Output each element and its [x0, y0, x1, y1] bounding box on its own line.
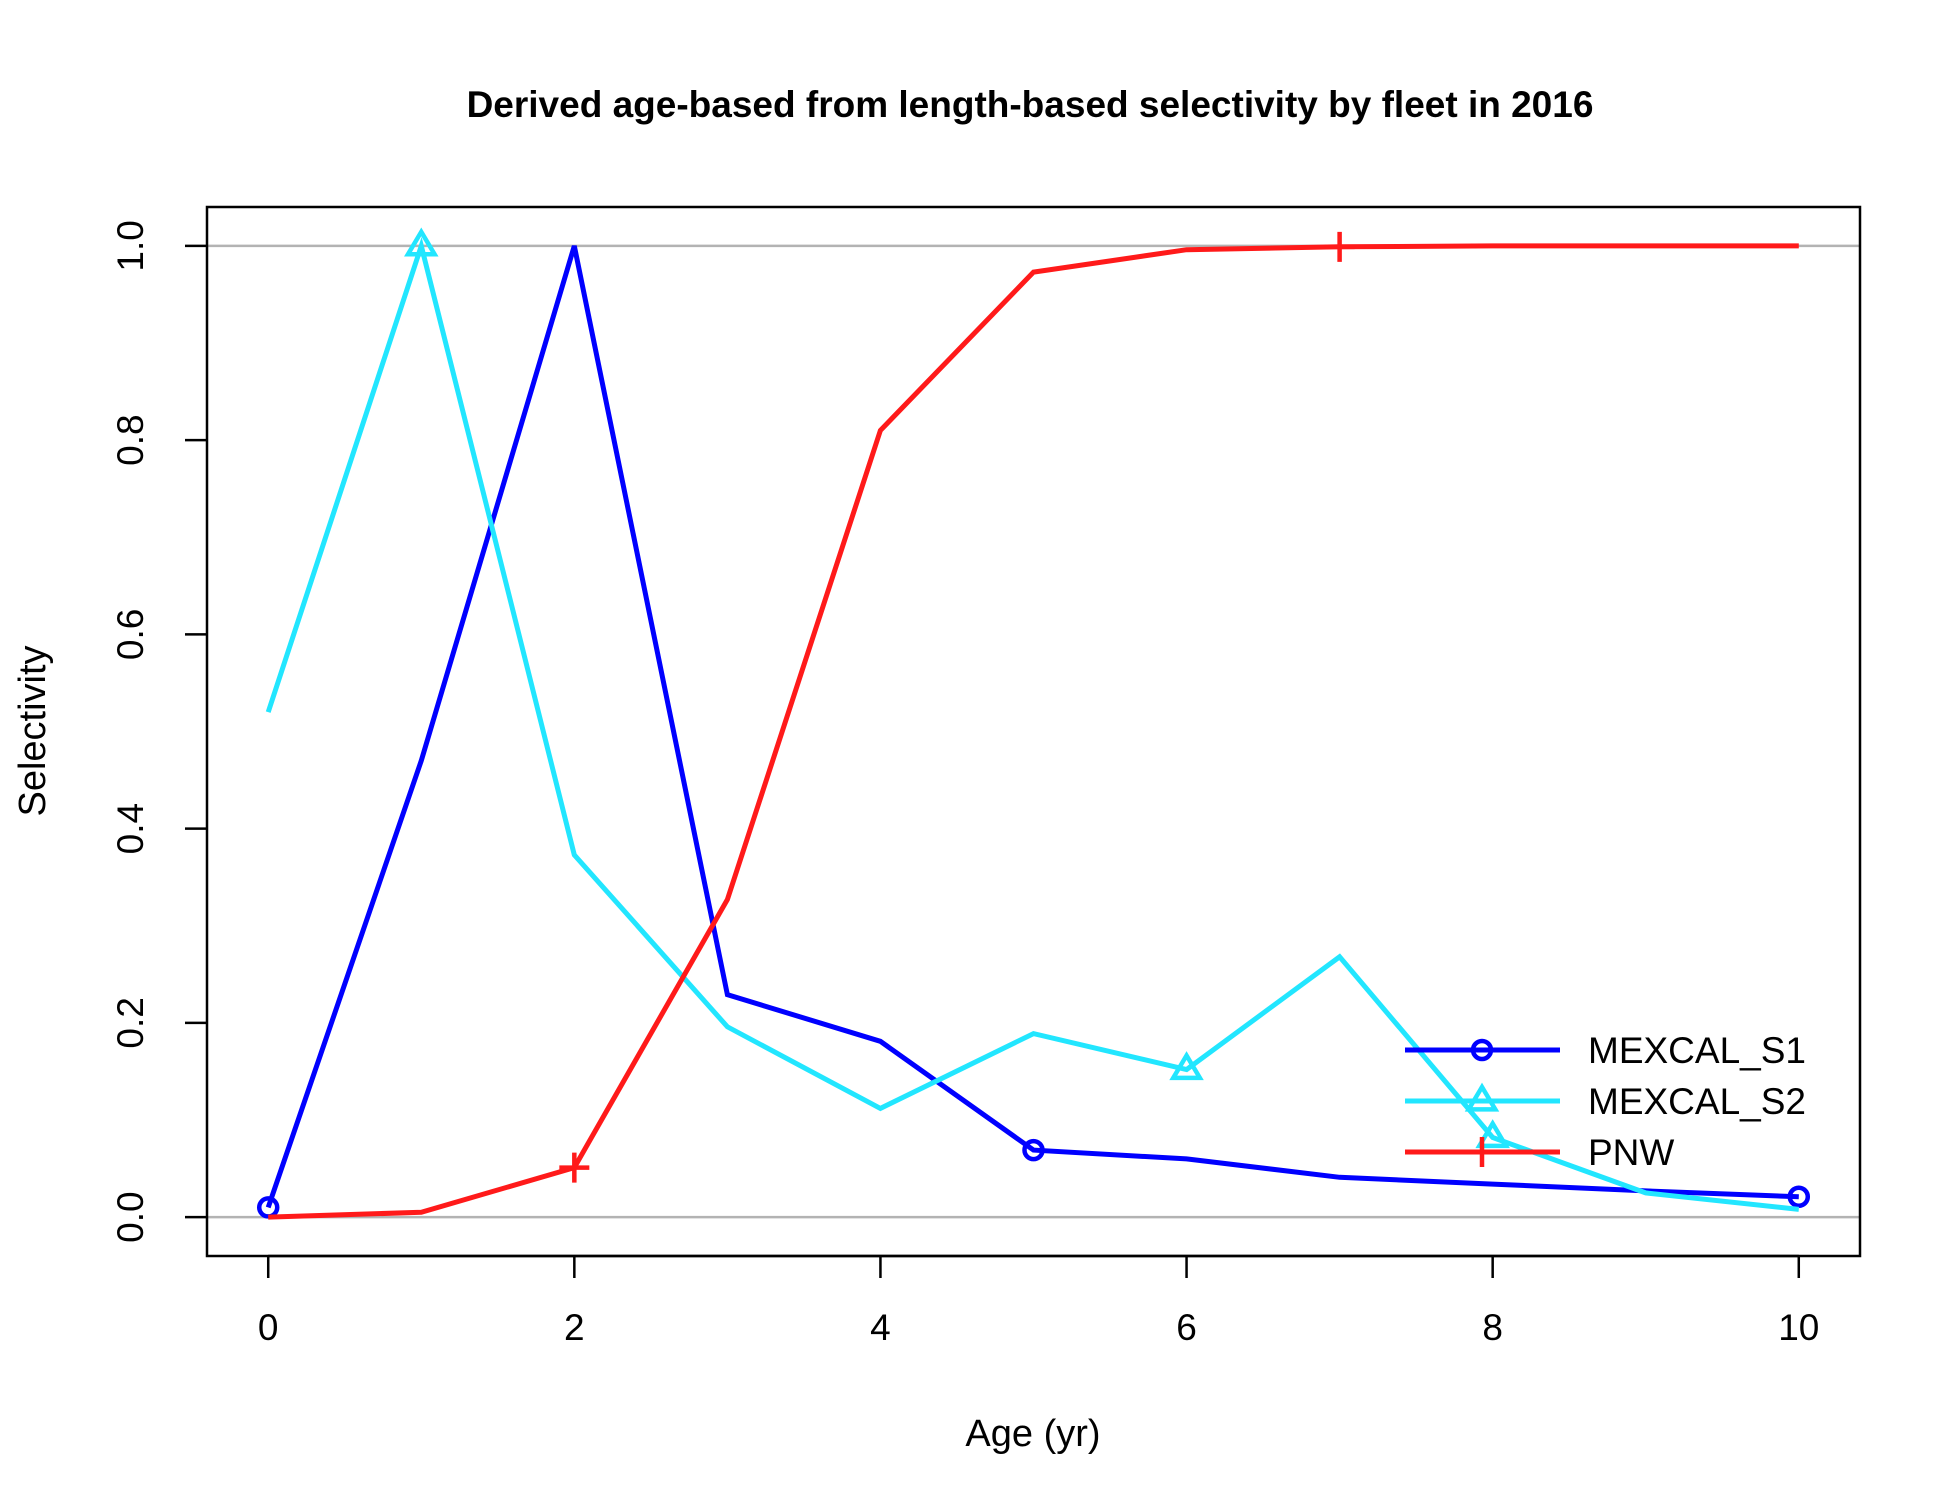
reference-lines	[207, 244, 1860, 1219]
legend-marker	[1470, 1038, 1494, 1062]
series-PNW	[268, 231, 1799, 1220]
y-tick-label: 0.0	[110, 1191, 151, 1242]
x-axis-label: Age (yr)	[965, 1413, 1100, 1455]
legend-marker	[1467, 1137, 1497, 1167]
x-tick-label: 8	[1482, 1307, 1503, 1348]
legend-entry: MEXCAL_S1	[1405, 1030, 1806, 1071]
y-axis: 0.0 0.2 0.4 0.6 0.8 1.0	[110, 220, 207, 1243]
y-tick-label: 1.0	[110, 220, 151, 271]
legend-entry: PNW	[1405, 1132, 1674, 1173]
legend-entry: MEXCAL_S2	[1405, 1081, 1806, 1122]
series-line	[265, 236, 1800, 1212]
series-layer	[256, 227, 1811, 1220]
legend-label: PNW	[1588, 1132, 1674, 1173]
series-MEXCAL_S2	[265, 227, 1800, 1212]
x-tick-label: 6	[1176, 1307, 1197, 1348]
x-axis: 0 2 4 6 8 10	[258, 1254, 1819, 1348]
y-axis-label: Selectivity	[12, 645, 54, 816]
x-tick-label: 0	[258, 1307, 279, 1348]
y-tick-label: 0.8	[110, 414, 151, 465]
series-point	[1787, 1185, 1811, 1209]
series-point	[559, 1152, 590, 1183]
series-point	[1022, 1138, 1045, 1162]
legend: MEXCAL_S1 MEXCAL_S2 PNW	[1405, 1030, 1806, 1173]
legend-label: MEXCAL_S1	[1588, 1030, 1806, 1071]
series-point	[1324, 231, 1355, 262]
series-MEXCAL_S1	[256, 245, 1811, 1219]
legend-marker	[1464, 1082, 1500, 1112]
series-point	[1169, 1051, 1204, 1081]
chart-title: Derived age-based from length-based sele…	[467, 84, 1594, 125]
y-tick-label: 0.4	[110, 803, 151, 854]
series-point	[1475, 1119, 1510, 1149]
series-line	[265, 245, 1799, 1209]
legend-label: MEXCAL_S2	[1588, 1081, 1806, 1122]
x-tick-label: 2	[564, 1307, 585, 1348]
y-tick-label: 0.6	[110, 609, 151, 660]
series-point	[404, 227, 439, 257]
y-tick-label: 0.2	[110, 997, 151, 1048]
x-tick-label: 10	[1778, 1307, 1819, 1348]
x-tick-label: 4	[870, 1307, 891, 1348]
series-line	[268, 243, 1799, 1220]
